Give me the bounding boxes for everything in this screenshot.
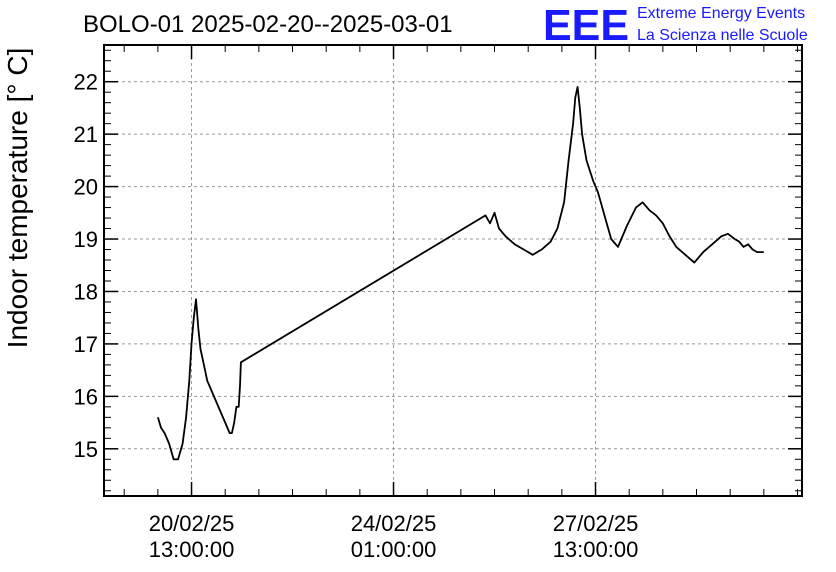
grid-lines (104, 45, 802, 496)
y-tick-label: 19 (74, 227, 98, 252)
y-tick-label: 17 (74, 332, 98, 357)
eee-logo: EEE Extreme Energy Events La Scienza nel… (543, 1, 808, 50)
x-tick-label-time: 01:00:00 (351, 537, 437, 562)
y-tick-labels: 15 16 17 18 19 20 21 22 (74, 70, 98, 462)
logo-line-2: La Scienza nelle Scuole (637, 27, 808, 44)
x-tick-labels: 20/02/2513:00:0024/02/2501:00:0027/02/25… (149, 511, 639, 562)
y-axis-label: Indoor temperature [° C] (2, 48, 33, 349)
temperature-series-line (157, 86, 764, 461)
x-tick-label-time: 13:00:00 (553, 537, 639, 562)
logo-line-1: Extreme Energy Events (637, 5, 805, 22)
chart-title: BOLO-01 2025-02-20--2025-03-01 (83, 11, 453, 38)
x-tick-label-date: 20/02/25 (149, 511, 235, 536)
series-group (157, 86, 764, 461)
y-tick-label: 21 (74, 122, 98, 147)
x-tick-label-time: 13:00:00 (149, 537, 235, 562)
logo-mark: EEE (543, 1, 629, 50)
axis-ticks (104, 45, 802, 496)
plot-frame (103, 44, 803, 497)
y-tick-label: 20 (74, 175, 98, 200)
y-tick-label: 16 (74, 384, 98, 409)
y-tick-label: 22 (74, 70, 98, 95)
y-tick-label: 18 (74, 279, 98, 304)
y-tick-label: 15 (74, 437, 98, 462)
x-tick-label-date: 27/02/25 (553, 511, 639, 536)
x-tick-label-date: 24/02/25 (351, 511, 437, 536)
